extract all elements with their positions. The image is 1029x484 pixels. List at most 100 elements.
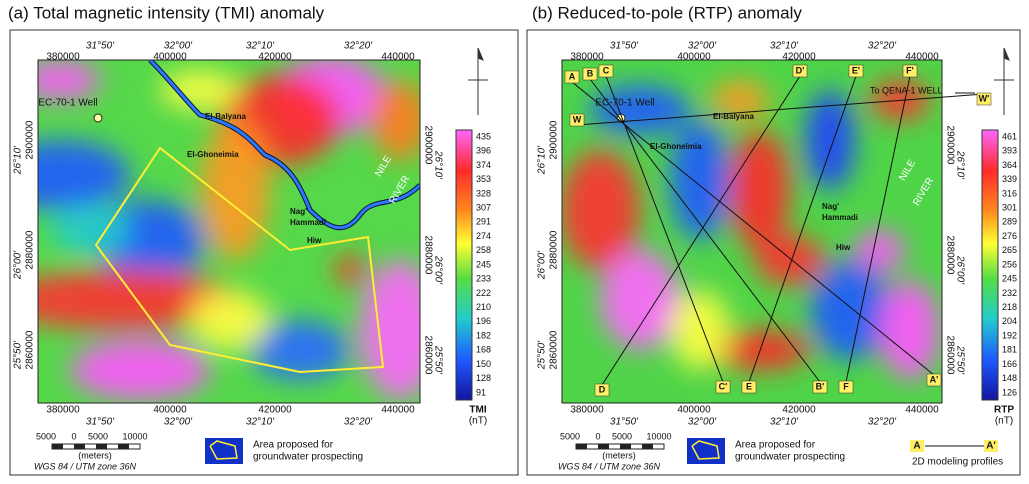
panel-title: (b) Reduced-to-pole (RTP) anomaly <box>532 3 802 22</box>
lon-label: 32°00' <box>164 41 193 52</box>
colorbar-label: 328 <box>476 188 491 198</box>
anomaly-blob <box>160 70 240 110</box>
colorbar-label: 168 <box>476 345 491 355</box>
colorbar-label: 364 <box>1002 160 1017 170</box>
utm-label: 400000 <box>153 405 187 416</box>
anomaly-blob <box>730 130 790 250</box>
legend-text: Area proposed for <box>253 440 334 451</box>
scale-bar-seg <box>620 444 631 449</box>
place-label: Hammadi <box>822 213 858 222</box>
lon-label: 32°10' <box>246 41 275 52</box>
utm-label: 420000 <box>258 405 292 416</box>
lat-label: 26°10' <box>954 150 965 180</box>
place-label: Hiw <box>836 243 851 252</box>
profile-label: E' <box>852 65 860 75</box>
scale-unit: (meters) <box>602 450 636 460</box>
colorbar-label: 461 <box>1002 131 1017 141</box>
lon-label: 31°50' <box>610 41 639 52</box>
scale-label: 0 <box>595 431 600 441</box>
lon-label: 32°20' <box>344 41 373 52</box>
profile-label: F <box>843 381 849 391</box>
utm-label: 440000 <box>381 52 415 63</box>
colorbar-label: 291 <box>476 217 491 227</box>
colorbar-label: 301 <box>1002 203 1017 213</box>
scale-bar-seg <box>598 444 609 449</box>
profile-label: W' <box>979 93 990 103</box>
place-label: Nag' <box>290 207 307 216</box>
lat-label: 2860000 <box>422 336 433 375</box>
colorbar-label: 91 <box>476 387 486 397</box>
lat-label: 2880000 <box>25 230 36 269</box>
lat-label: 25°50' <box>13 340 24 370</box>
colorbar-label: 222 <box>476 288 491 298</box>
colorbar-label: 150 <box>476 359 491 369</box>
datum: WGS 84 / UTM zone 36N <box>558 461 661 471</box>
utm-label: 420000 <box>258 52 292 63</box>
lon-label: 32°20' <box>868 41 897 52</box>
colorbar-label: 182 <box>476 330 491 340</box>
anomaly-blob <box>560 150 640 270</box>
utm-label: 400000 <box>677 52 711 63</box>
legend-text: 2D modeling profiles <box>912 457 1003 468</box>
colorbar-label: 218 <box>1002 302 1017 312</box>
utm-label: 380000 <box>46 52 80 63</box>
place-label: El-Balyana <box>205 112 246 121</box>
utm-label: 440000 <box>905 52 939 63</box>
colorbar-label: 196 <box>476 316 491 326</box>
colorbar-label: 316 <box>1002 188 1017 198</box>
anomaly-blob <box>590 85 690 135</box>
anomaly-blob <box>600 250 680 350</box>
lon-label: 32°20' <box>868 417 897 428</box>
lat-label: 2900000 <box>944 126 955 165</box>
scale-bar-seg <box>576 444 587 449</box>
colorbar-label: 181 <box>1002 345 1017 355</box>
scale-unit: (meters) <box>78 450 112 460</box>
anomaly-blob <box>200 120 270 260</box>
colorbar-label: 274 <box>476 231 491 241</box>
arrow-label: To QENA-1 WELL <box>870 85 943 95</box>
lat-label: 25°50' <box>432 345 443 375</box>
anomaly-blob <box>805 90 855 190</box>
lat-label: 2900000 <box>422 126 433 165</box>
anomaly-blob <box>755 235 825 285</box>
colorbar-label: 204 <box>1002 316 1017 326</box>
anomaly-blob <box>670 120 730 240</box>
anomaly-blob <box>370 80 430 160</box>
anomaly-blob <box>810 260 890 360</box>
anomaly-blob <box>670 290 730 370</box>
lon-label: 31°50' <box>86 41 115 52</box>
utm-label: 380000 <box>570 405 604 416</box>
utm-label: 400000 <box>677 405 711 416</box>
legend-swatch <box>205 438 243 464</box>
anomaly-blob <box>20 60 100 100</box>
place-label: El-Ghoneimia <box>650 142 702 151</box>
lon-label: 32°00' <box>164 417 193 428</box>
legend-text: groundwater prospecting <box>253 452 363 463</box>
colorbar-label: 339 <box>1002 174 1017 184</box>
colorbar-label: 245 <box>476 259 491 269</box>
profile-label: D <box>599 384 606 394</box>
lat-label: 26°00' <box>432 255 443 285</box>
utm-label: 380000 <box>46 405 80 416</box>
profile-label: E <box>746 381 752 391</box>
utm-label: 440000 <box>905 405 939 416</box>
profile-label: A' <box>986 441 996 452</box>
anomaly-blob <box>335 255 365 285</box>
colorbar-label: 166 <box>1002 359 1017 369</box>
scale-label: 5000 <box>36 431 56 441</box>
colorbar-unit: (nT) <box>995 416 1013 427</box>
colorbar-label: 396 <box>476 146 491 156</box>
lat-label: 25°50' <box>954 345 965 375</box>
profile-label: A' <box>930 374 939 384</box>
lon-label: 32°20' <box>344 417 373 428</box>
colorbar-label: 374 <box>476 160 491 170</box>
place-label: EC-70-1 Well <box>595 98 654 109</box>
scale-label: 10000 <box>122 431 147 441</box>
scale-label: 5000 <box>88 431 108 441</box>
scale-bar-seg <box>118 444 129 449</box>
profile-label: B' <box>816 381 825 391</box>
place-label: Hammadi <box>290 218 326 227</box>
scale-bar-seg <box>96 444 107 449</box>
lat-label: 2900000 <box>25 120 36 159</box>
colorbar-label: 276 <box>1002 231 1017 241</box>
